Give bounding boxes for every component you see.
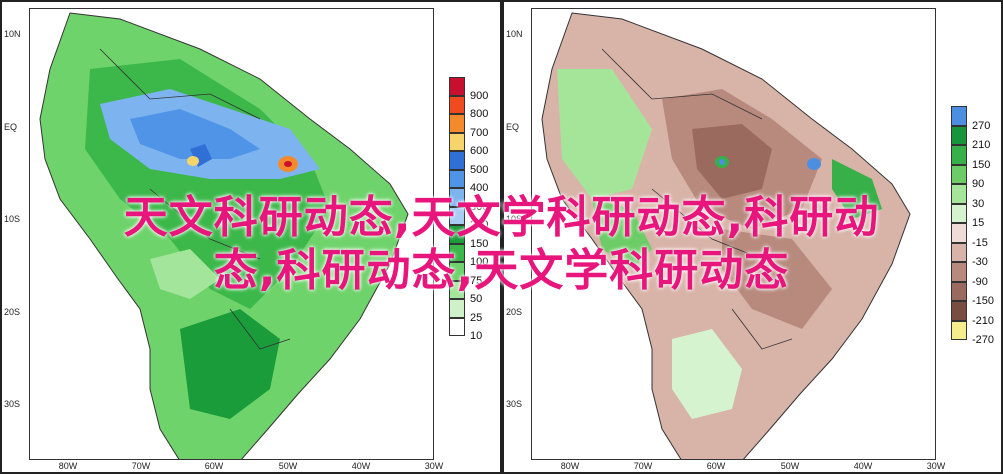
precip-legend-label: 100 — [470, 256, 489, 268]
anomaly-legend-swatch — [951, 262, 967, 282]
precip-legend-label: 500 — [470, 163, 489, 176]
south-america-map-left — [30, 9, 433, 459]
anomaly-legend-label: -270 — [972, 334, 995, 346]
anomaly-legend-swatch — [951, 223, 967, 243]
lon-label-30w: 30W — [926, 461, 946, 471]
precip-legend-swatch — [449, 188, 465, 207]
lon-label-70w: 70W — [131, 461, 151, 471]
anomaly-legend-label: -90 — [972, 275, 988, 288]
anomaly-legend-label: -210 — [972, 314, 995, 327]
precipitation-map-panel: 10N EQ 10S 20S 30S 80W 70W 60W 50W 40W 3… — [0, 0, 502, 474]
lon-label-80w: 80W — [58, 461, 78, 471]
precip-legend-swatch — [449, 262, 465, 281]
overlay-text-line-2: 态,科研动态,天文学科研动态 — [213, 245, 790, 296]
precip-legend-label: 900 — [470, 89, 489, 102]
anomaly-legend-label: 15 — [972, 217, 985, 229]
precip-legend-label: 50 — [470, 293, 483, 305]
lon-label-40w: 40W — [351, 461, 371, 471]
lon-label-50w: 50W — [278, 461, 298, 471]
map-frame-left — [29, 8, 434, 460]
precip-legend-swatch — [449, 317, 465, 336]
precip-legend-swatch — [449, 243, 465, 262]
lon-label-60w: 60W — [204, 461, 224, 471]
anomaly-legend-label: -30 — [972, 256, 988, 268]
lat-label-10s: 10S — [506, 214, 523, 224]
precip-legend-label: 200 — [470, 219, 489, 231]
anomaly-legend-label: 90 — [972, 178, 985, 190]
anomaly-legend-swatch — [951, 184, 967, 204]
precip-legend-swatch — [449, 169, 465, 188]
lat-label-30s: 30S — [506, 399, 523, 409]
anomaly-legend-swatch — [951, 242, 967, 262]
lat-label-30s: 30S — [4, 399, 21, 409]
precip-legend-label: 300 — [470, 200, 489, 213]
precip-legend-swatch — [449, 206, 465, 225]
precip-legend-label: 25 — [470, 311, 483, 324]
precip-legend-swatch — [449, 77, 465, 96]
anomaly-legend-label: -150 — [972, 295, 995, 307]
anomaly-legend-swatch — [951, 203, 967, 223]
lon-label-40w: 40W — [853, 461, 873, 471]
precip-legend-label: 800 — [470, 108, 489, 120]
precip-legend-label: 150 — [470, 237, 489, 250]
precip-legend-swatch — [449, 114, 465, 133]
anomaly-legend-swatch — [951, 281, 967, 301]
precip-legend-label: 10 — [470, 330, 483, 342]
south-america-map-right — [532, 9, 935, 459]
anomaly-legend-label: 150 — [972, 158, 991, 171]
anomaly-legend-label: 270 — [972, 119, 991, 132]
lon-label-80w: 80W — [560, 461, 580, 471]
lon-label-60w: 60W — [706, 461, 726, 471]
lat-label-10s: 10S — [4, 214, 21, 224]
lat-label-20s: 20S — [506, 307, 523, 317]
lat-label-10n: 10N — [4, 29, 21, 39]
anomaly-legend-swatch — [951, 320, 967, 340]
lon-label-70w: 70W — [633, 461, 653, 471]
anomaly-legend-swatch — [951, 145, 967, 165]
precip-legend-swatch — [449, 299, 465, 318]
lat-label-10n: 10N — [506, 29, 523, 39]
anomaly-legend-swatch — [951, 301, 967, 321]
anomaly-legend-label: -15 — [972, 236, 988, 249]
precip-legend-swatch — [449, 280, 465, 299]
precip-legend-swatch — [449, 151, 465, 170]
precip-legend-label: 75 — [470, 274, 483, 287]
lat-label-eq: EQ — [4, 122, 18, 132]
lon-label-50w: 50W — [780, 461, 800, 471]
precip-legend-swatch — [449, 95, 465, 114]
lat-label-eq: EQ — [506, 122, 520, 132]
precip-legend-swatch — [449, 132, 465, 151]
lat-label-20s: 20S — [4, 307, 21, 317]
precip-legend-swatch — [449, 225, 465, 244]
precip-legend-label: 700 — [470, 126, 489, 139]
anomaly-legend-label: 30 — [972, 197, 985, 210]
anomaly-legend-swatch — [951, 125, 967, 145]
anomaly-map-panel: 10N EQ 10S 20S 30S 80W 70W 60W 50W 40W 3… — [502, 0, 1003, 474]
anomaly-legend-label: 210 — [972, 139, 991, 151]
overlay-text-line-1: 天文科研动态,天文学科研动态,科研动 — [123, 192, 880, 243]
map-frame-right — [531, 8, 936, 460]
precip-legend-label: 600 — [470, 145, 489, 157]
precip-legend-label: 400 — [470, 182, 489, 194]
anomaly-legend-swatch — [951, 106, 967, 126]
anomaly-legend-swatch — [951, 164, 967, 184]
lon-label-30w: 30W — [424, 461, 444, 471]
